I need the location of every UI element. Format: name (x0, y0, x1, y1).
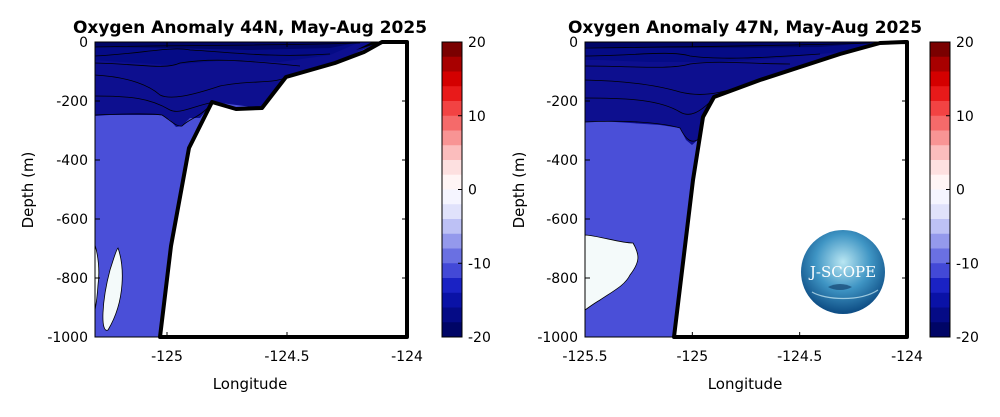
x-tick-label: -125.5 (562, 349, 607, 365)
y-tick-label: -200 (56, 94, 88, 110)
y-tick-label: -1000 (47, 330, 88, 346)
x-tick-label: -124.5 (264, 349, 309, 365)
colorbar-swatch (930, 322, 950, 338)
y-tick-label: -800 (56, 271, 88, 287)
y-tick-label: -400 (56, 153, 88, 169)
colorbar-tick-label: 20 (956, 35, 974, 51)
colorbar-swatch (442, 219, 462, 235)
colorbar-swatch (442, 248, 462, 264)
x-axis-label: Longitude (213, 375, 288, 393)
near-zero-patch (102, 247, 123, 331)
colorbar-swatch (442, 307, 462, 323)
colorbar-tick-label: 0 (956, 183, 965, 199)
panel-44n: Oxygen Anomaly 44N, May-Aug 2025 (19, 18, 491, 393)
j-scope-logo: J-SCOPE (801, 230, 885, 314)
colorbar-swatch (930, 263, 950, 279)
plot-frame (584, 41, 908, 338)
y-tick-label: -800 (546, 271, 578, 287)
colorbar-swatch (930, 56, 950, 72)
colorbar-swatch (930, 42, 950, 58)
colorbar-swatch (930, 248, 950, 264)
colorbar-swatch (930, 71, 950, 87)
y-tick-label: 0 (569, 35, 578, 51)
axis-ticks: -125.5 -125 -124.5 -124 0 -200 -400 -600 -800 -10… (537, 35, 923, 365)
y-axis-label: Depth (m) (510, 152, 528, 229)
colorbar-swatch (442, 278, 462, 294)
colorbar-swatch (442, 145, 462, 161)
colorbar-swatch (442, 322, 462, 338)
colorbar-swatch (930, 204, 950, 220)
colorbar-swatch (442, 101, 462, 117)
x-axis-label: Longitude (708, 375, 783, 393)
colorbar-swatch (930, 174, 950, 190)
x-tick-label: -124 (391, 349, 423, 365)
colorbar-swatch (930, 130, 950, 146)
colorbar: 20 10 0 -10 -20 (929, 35, 979, 346)
colorbar-swatch (442, 160, 462, 176)
colorbar-swatch (442, 263, 462, 279)
y-tick-label: -1000 (537, 330, 578, 346)
colorbar-swatch (930, 101, 950, 117)
colorbar-tick-label: 20 (468, 35, 486, 51)
colorbar-tick-label: -10 (468, 256, 491, 272)
x-tick-label: -124 (891, 349, 923, 365)
colorbar-swatch (442, 233, 462, 249)
colorbar-swatch (442, 42, 462, 58)
colorbar-swatch (930, 233, 950, 249)
colorbar-swatch (930, 278, 950, 294)
colorbar-swatch (442, 86, 462, 102)
surface-core (585, 42, 880, 48)
upper-low-oxygen-layer (585, 42, 905, 145)
colorbar-tick-label: 0 (468, 183, 477, 199)
colorbar-swatch (930, 86, 950, 102)
colorbar-swatch (442, 130, 462, 146)
colorbar-swatch (442, 56, 462, 72)
near-zero-patch (584, 234, 639, 311)
shelf-shallow-fill (356, 42, 382, 50)
logo-text: J-SCOPE (808, 263, 876, 281)
y-tick-label: -600 (56, 212, 88, 228)
colorbar-tick-label: 10 (956, 109, 974, 125)
colorbar-tick-label: -10 (956, 256, 979, 272)
y-tick-label: -200 (546, 94, 578, 110)
colorbar-swatch (930, 115, 950, 131)
colorbar-tick-label: -20 (468, 330, 491, 346)
y-tick-label: -400 (546, 153, 578, 169)
axis-ticks: -125 -124.5 -124 0 -200 -400 -600 -800 -1000 (47, 35, 423, 365)
y-axis-label: Depth (m) (19, 152, 37, 229)
y-tick-label: -600 (546, 212, 578, 228)
colorbar-swatch (442, 292, 462, 308)
colorbar-swatch (930, 292, 950, 308)
colorbar-swatch (930, 189, 950, 205)
contour-lines (94, 42, 361, 127)
panel-47n: Oxygen Anomaly 47N, May-Aug 2025 (510, 18, 979, 393)
contour-lines (584, 42, 871, 142)
colorbar-swatch (930, 219, 950, 235)
colorbar-swatch (930, 160, 950, 176)
x-tick-label: -124.5 (777, 349, 822, 365)
y-tick-label: 0 (79, 35, 88, 51)
x-tick-label: -125 (151, 349, 183, 365)
colorbar-swatch (442, 189, 462, 205)
colorbar-swatch (930, 145, 950, 161)
colorbar-tick-label: 10 (468, 109, 486, 125)
colorbar-swatch (442, 115, 462, 131)
colorbar: 20 10 0 -10 -20 (441, 35, 491, 346)
surface-core (95, 42, 360, 50)
plot-area: J-SCOPE (584, 40, 909, 339)
chart-title: Oxygen Anomaly 44N, May-Aug 2025 (73, 18, 427, 38)
plot-frame (94, 41, 408, 338)
colorbar-swatch (442, 71, 462, 87)
colorbar-swatch (930, 307, 950, 323)
plot-area (94, 40, 409, 339)
colorbar-swatch (442, 174, 462, 190)
colorbar-swatch (442, 204, 462, 220)
x-tick-label: -125 (676, 349, 708, 365)
chart-title: Oxygen Anomaly 47N, May-Aug 2025 (568, 18, 922, 38)
colorbar-tick-label: -20 (956, 330, 979, 346)
